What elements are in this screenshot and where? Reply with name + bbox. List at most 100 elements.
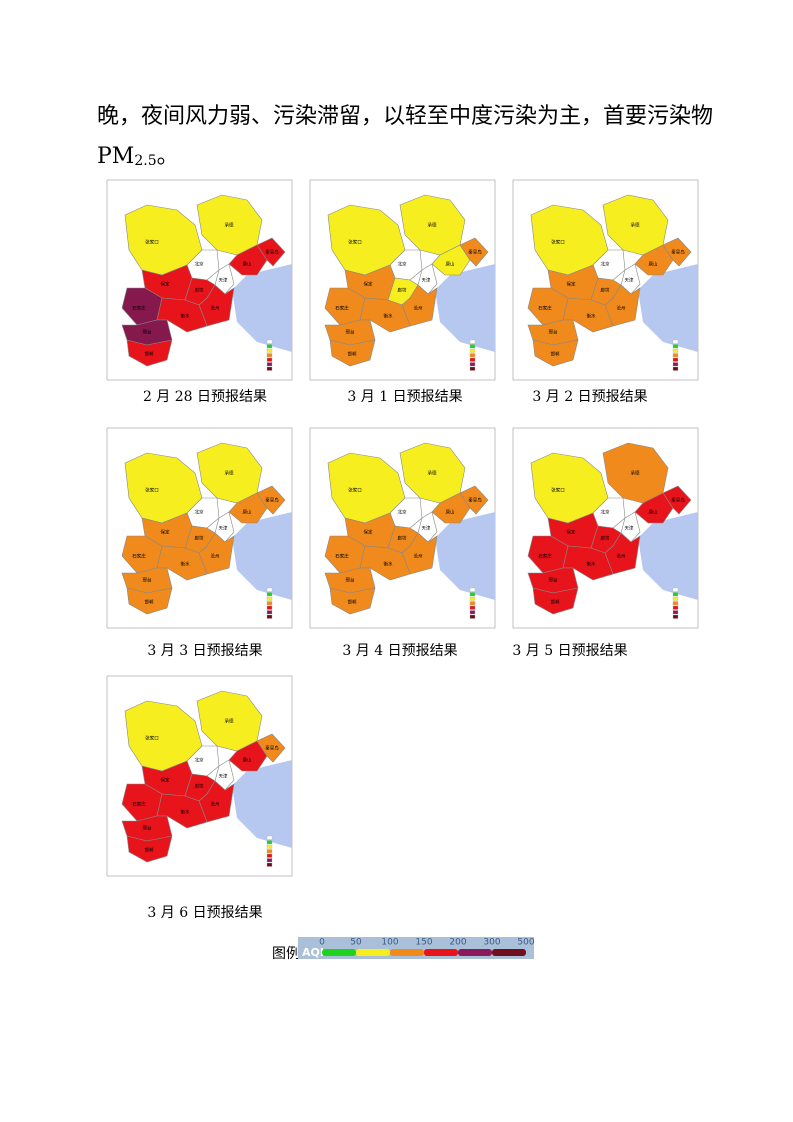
city-label: 保定 bbox=[364, 529, 373, 536]
city-label: 天津 bbox=[219, 773, 228, 780]
city-label: 保定 bbox=[161, 281, 170, 288]
legend-swatch bbox=[469, 587, 476, 592]
legend-segment bbox=[458, 949, 492, 956]
caption: 3 月 6 日预报结果 bbox=[147, 905, 262, 921]
caption: 3 月 2 日预报结果 bbox=[532, 389, 647, 405]
city-label: 秦皇岛 bbox=[265, 249, 279, 256]
city-label: 张家口 bbox=[551, 487, 565, 494]
legend-swatch bbox=[672, 601, 679, 606]
region bbox=[256, 733, 286, 763]
city-label: 邯郸 bbox=[348, 351, 357, 358]
legend-swatch bbox=[672, 353, 679, 358]
legend-swatch bbox=[469, 362, 476, 367]
legend-swatch bbox=[266, 357, 273, 362]
region bbox=[329, 339, 376, 367]
city-label: 衡水 bbox=[181, 313, 190, 320]
city-label: 邢台 bbox=[143, 329, 152, 336]
legend-swatch bbox=[469, 357, 476, 362]
city-label: 邯郸 bbox=[551, 351, 560, 358]
legend-tick: 200 bbox=[449, 938, 466, 948]
caption: 3 月 5 日预报结果 bbox=[512, 643, 627, 659]
region bbox=[532, 339, 579, 367]
caption: 3 月 4 日预报结果 bbox=[342, 643, 457, 659]
sea bbox=[435, 512, 495, 600]
legend-segment bbox=[492, 949, 526, 956]
city-label: 石家庄 bbox=[132, 553, 146, 560]
region bbox=[214, 511, 235, 543]
legend-swatch bbox=[469, 610, 476, 615]
city-label: 北京 bbox=[601, 509, 610, 516]
city-label: 张家口 bbox=[551, 239, 565, 246]
legend-swatch bbox=[672, 348, 679, 353]
city-label: 秦皇岛 bbox=[671, 249, 685, 256]
city-label: 保定 bbox=[567, 281, 576, 288]
paragraph-line: 晚，夜间风力弱、污染滞留，以轻至中度污染为主，首要污染物 bbox=[97, 104, 713, 129]
legend-swatch bbox=[266, 844, 273, 849]
city-label: 廊坊 bbox=[601, 287, 610, 294]
city-label: 衡水 bbox=[181, 561, 190, 568]
city-label: 天津 bbox=[219, 525, 228, 532]
city-label: 保定 bbox=[161, 529, 170, 536]
legend-segment bbox=[390, 949, 424, 956]
legend-swatch bbox=[672, 605, 679, 610]
city-label: 唐山 bbox=[446, 261, 455, 268]
legend-swatch bbox=[469, 596, 476, 601]
legend-swatch bbox=[266, 348, 273, 353]
legend-segment bbox=[322, 949, 356, 956]
region bbox=[604, 284, 641, 327]
legend-tick: 500 bbox=[517, 938, 534, 948]
legend-swatch bbox=[469, 353, 476, 358]
legend-swatch bbox=[266, 614, 273, 619]
region bbox=[126, 339, 173, 367]
region bbox=[126, 835, 173, 863]
caption: 2 月 28 日预报结果 bbox=[143, 389, 267, 405]
city-label: 唐山 bbox=[649, 261, 658, 268]
city-label: 张家口 bbox=[145, 239, 159, 246]
legend-swatch bbox=[266, 853, 273, 858]
region bbox=[417, 511, 438, 543]
city-label: 天津 bbox=[422, 277, 431, 284]
aqi-label: AQI bbox=[302, 946, 324, 959]
region bbox=[256, 237, 286, 267]
city-label: 邯郸 bbox=[551, 599, 560, 606]
city-label: 邯郸 bbox=[145, 599, 154, 606]
legend-segment bbox=[356, 949, 390, 956]
legend-tick: 150 bbox=[415, 938, 432, 948]
city-label: 秦皇岛 bbox=[671, 497, 685, 504]
city-label: 北京 bbox=[195, 509, 204, 516]
legend-swatch bbox=[266, 840, 273, 845]
sea bbox=[638, 264, 698, 352]
city-label: 北京 bbox=[601, 261, 610, 268]
legend-swatch bbox=[672, 587, 679, 592]
legend-swatch bbox=[672, 357, 679, 362]
legend-swatch bbox=[672, 592, 679, 597]
region bbox=[620, 263, 641, 295]
legend-swatch bbox=[266, 610, 273, 615]
legend-swatch bbox=[469, 366, 476, 371]
period: 。 bbox=[157, 144, 179, 169]
region bbox=[126, 587, 173, 615]
city-label: 唐山 bbox=[243, 509, 252, 516]
legend-swatch bbox=[469, 614, 476, 619]
city-label: 唐山 bbox=[649, 509, 658, 516]
city-label: 石家庄 bbox=[335, 553, 349, 560]
city-label: 石家庄 bbox=[335, 305, 349, 312]
city-label: 衡水 bbox=[384, 561, 393, 568]
legend-swatch bbox=[469, 348, 476, 353]
legend-swatch bbox=[672, 596, 679, 601]
city-label: 廊坊 bbox=[195, 287, 204, 294]
city-label: 衡水 bbox=[384, 313, 393, 320]
legend-swatch bbox=[672, 366, 679, 371]
region bbox=[459, 485, 489, 515]
legend-segment bbox=[424, 949, 458, 956]
city-label: 沧州 bbox=[414, 553, 423, 560]
region bbox=[256, 485, 286, 515]
city-label: 邢台 bbox=[549, 577, 558, 584]
city-label: 沧州 bbox=[617, 305, 626, 312]
city-label: 保定 bbox=[161, 777, 170, 784]
